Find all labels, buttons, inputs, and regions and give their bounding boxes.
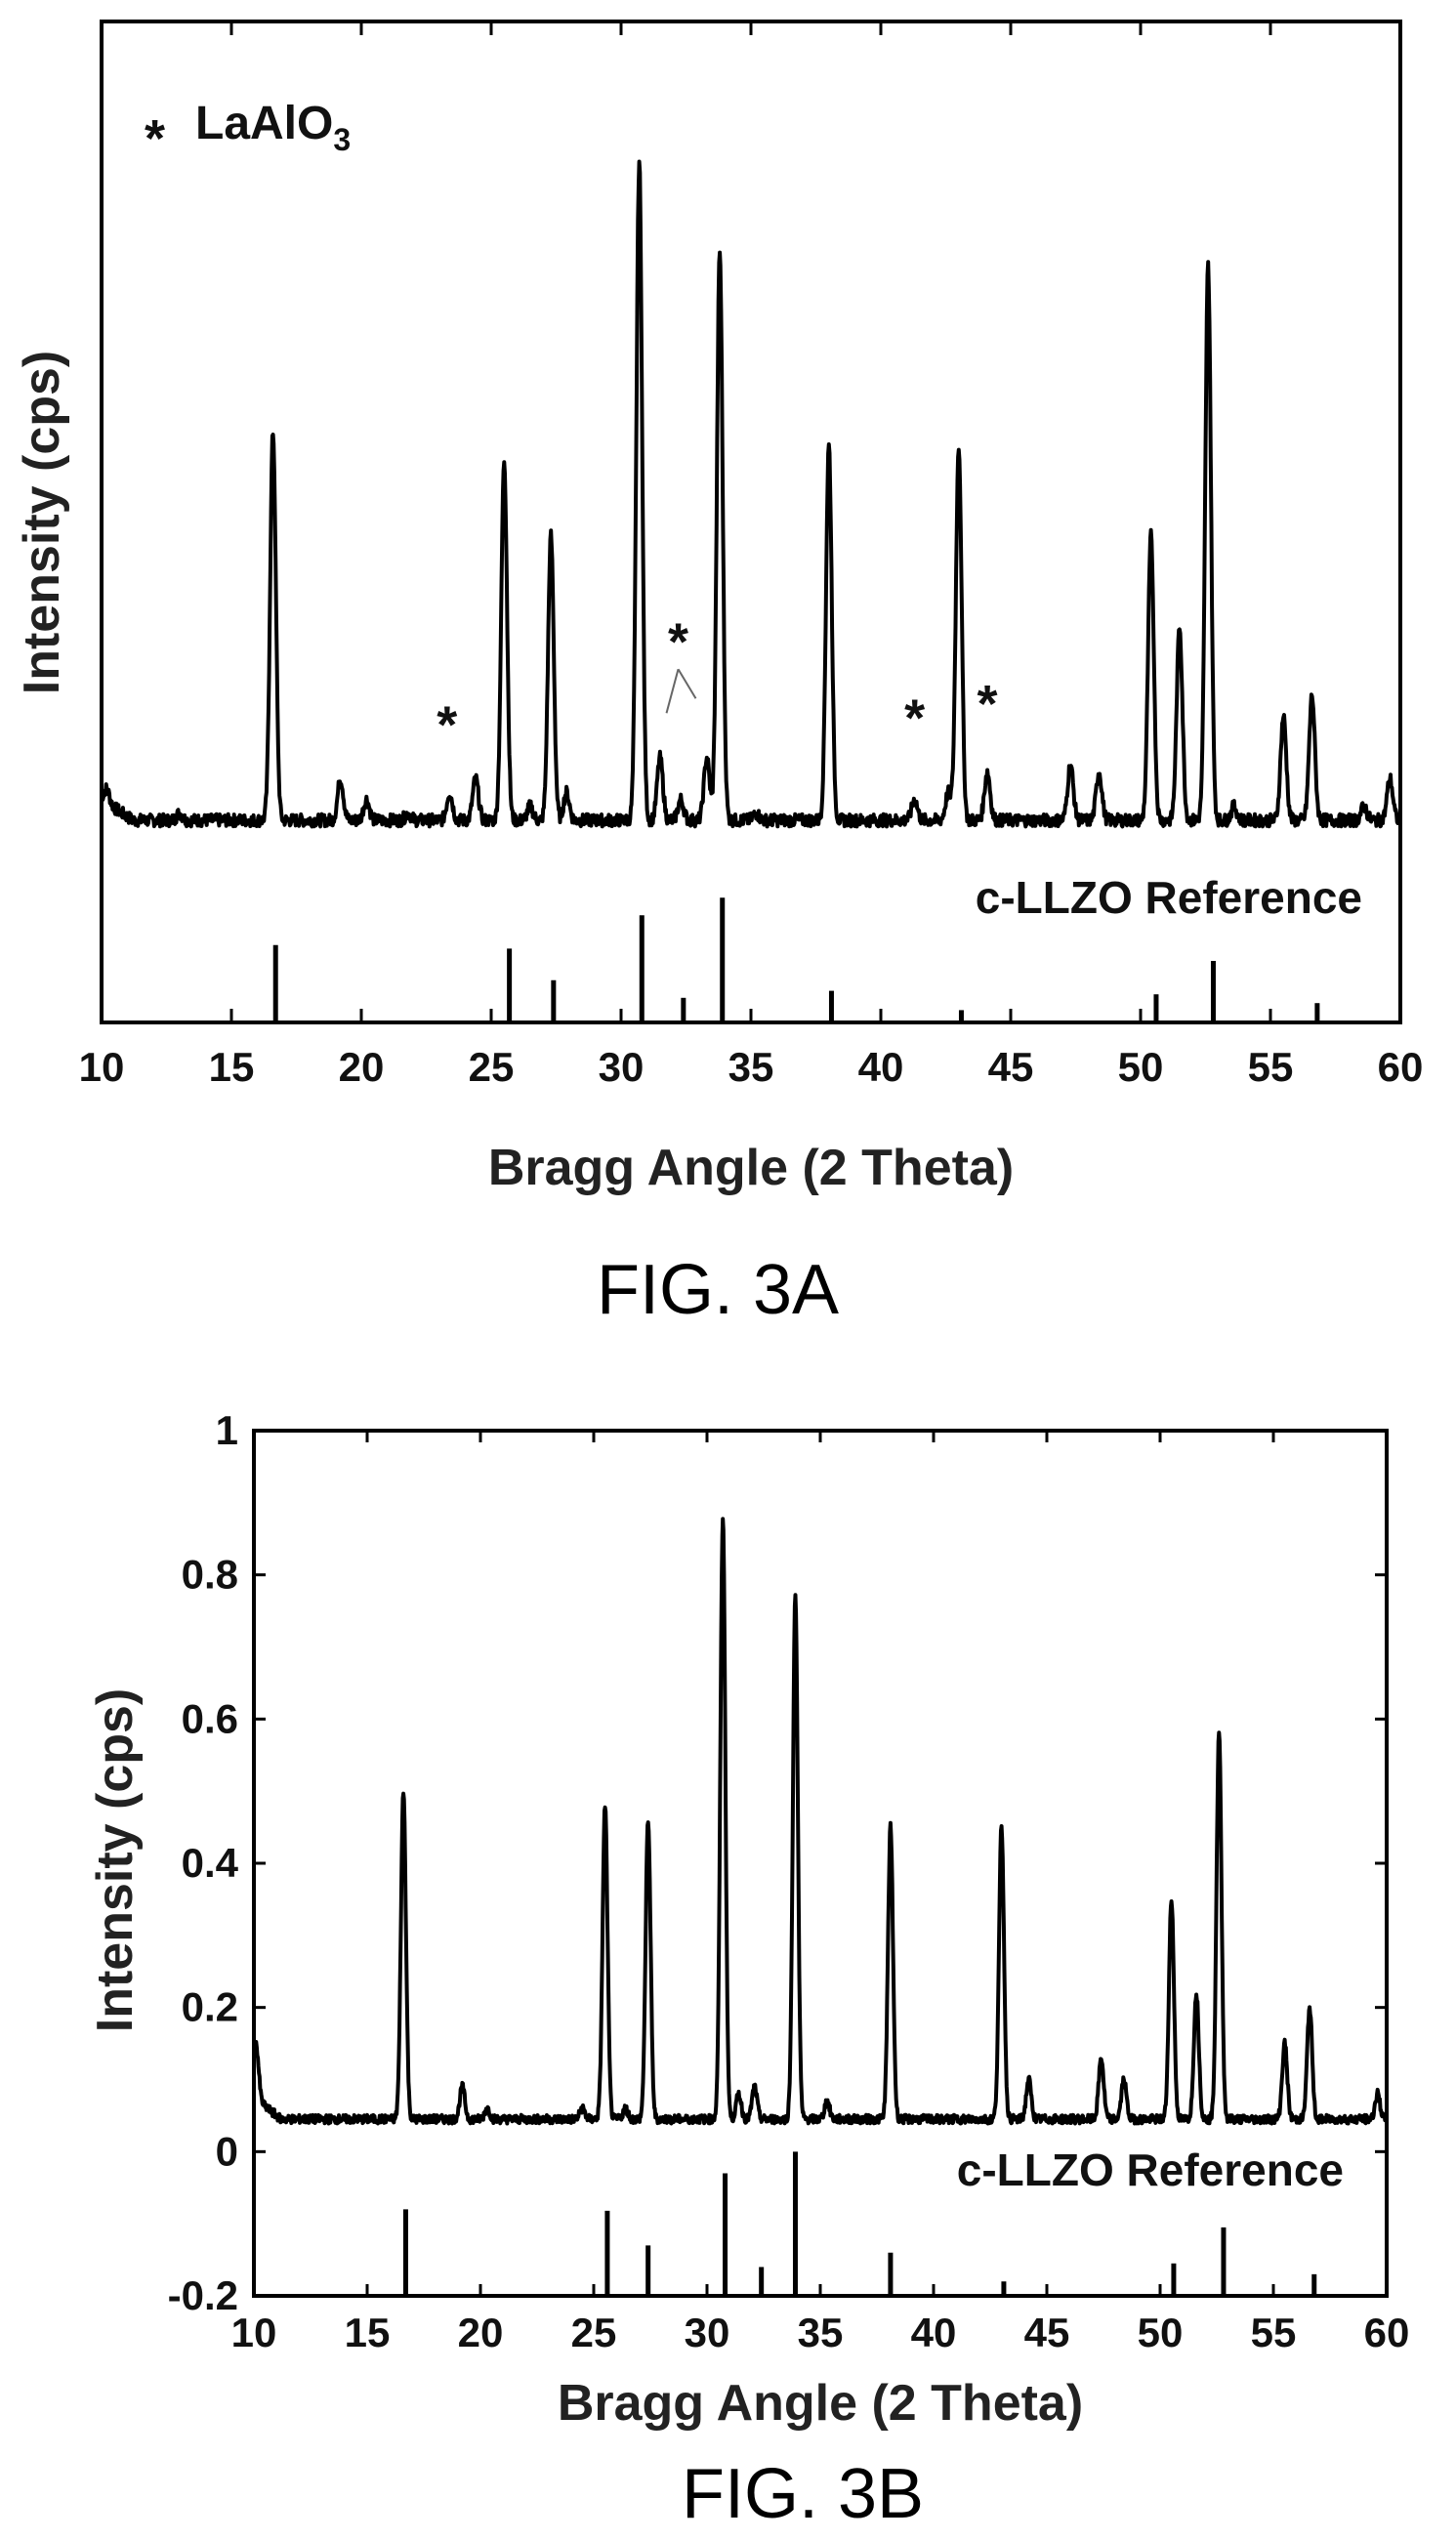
x-tick-label-3b: 35 — [798, 2310, 844, 2355]
x-tick-label-3b: 60 — [1364, 2310, 1410, 2355]
laalo3-marker-3a: * — [437, 696, 457, 755]
marker-arrow-3a — [665, 669, 680, 714]
y-axis-label-3a: Intensity (cps) — [14, 351, 70, 695]
legend-label-text-3a: LaAlO — [195, 98, 333, 149]
x-axis-ticks-3a: 10 15 20 25 30 35 40 45 50 55 60 — [79, 21, 1424, 1090]
x-tick-label-3b: 30 — [685, 2310, 730, 2355]
marker-arrow-3a — [677, 668, 697, 699]
x-tick-label-3b: 55 — [1251, 2310, 1297, 2355]
x-tick-label-3b: 15 — [345, 2310, 391, 2355]
x-tick-label-3a: 35 — [728, 1044, 774, 1090]
y-tick-label-3b: 0.8 — [182, 1552, 238, 1598]
laalo3-marker-3a: * — [978, 675, 998, 733]
x-tick-label-3a: 55 — [1248, 1044, 1294, 1090]
x-tick-label-3a: 30 — [599, 1044, 645, 1090]
figure-3a: 10 15 20 25 30 35 40 45 50 55 60 * * * * * LaAlO3 c-L… — [14, 20, 1424, 1329]
x-tick-label-3a: 45 — [988, 1044, 1034, 1090]
x-tick-label-3a: 20 — [339, 1044, 385, 1090]
reference-label-3a: c-LLZO Reference — [976, 872, 1362, 923]
x-tick-label-3b: 45 — [1024, 2310, 1070, 2355]
x-tick-label-3b: 10 — [231, 2310, 277, 2355]
figure-caption-3a: FIG. 3A — [597, 1251, 839, 1329]
x-axis-label-3b: Bragg Angle (2 Theta) — [558, 2375, 1083, 2432]
x-tick-label-3b: 40 — [911, 2310, 957, 2355]
legend-label-3a: LaAlO3 — [195, 98, 351, 157]
laalo3-marker-3a: * — [904, 688, 925, 747]
x-axis-ticks-3b: 10 15 20 25 30 35 40 45 50 55 60 — [231, 1431, 1410, 2355]
x-tick-label-3b: 25 — [571, 2310, 617, 2355]
x-tick-label-3a: 25 — [469, 1044, 515, 1090]
y-tick-label-3b: 0.6 — [182, 1695, 238, 1741]
laalo3-marker-3a: * — [668, 612, 688, 671]
reference-lines-3a — [272, 897, 1320, 1022]
y-tick-label-3b: -0.2 — [168, 2272, 238, 2318]
xrd-trace-3a — [100, 159, 1402, 829]
y-tick-label-3b: 0.2 — [182, 1984, 238, 2030]
x-tick-label-3b: 20 — [458, 2310, 504, 2355]
y-axis-ticks-3b: -0.2 0 0.2 0.4 0.6 0.8 1 — [168, 1407, 1387, 2318]
figure-caption-3b: FIG. 3B — [682, 2455, 924, 2533]
x-tick-label-3a: 15 — [209, 1044, 255, 1090]
x-tick-label-3a: 60 — [1378, 1044, 1424, 1090]
legend-label-subscript-3a: 3 — [333, 122, 351, 157]
xrd-trace-3b — [252, 1517, 1389, 2126]
figure-3b: 10 15 20 25 30 35 40 45 50 55 60 -0.2 0 0.2 0.4 0.6 0.8… — [87, 1407, 1409, 2533]
reference-lines-3b — [402, 2151, 1317, 2296]
y-axis-label-3b: Intensity (cps) — [87, 1688, 144, 2033]
y-tick-label-3b: 0 — [216, 2128, 238, 2174]
y-tick-label-3b: 0.4 — [182, 1840, 239, 1886]
laalo3-markers-3a: * * * * — [437, 612, 997, 754]
reference-label-3b: c-LLZO Reference — [957, 2144, 1344, 2195]
x-tick-label-3a: 50 — [1118, 1044, 1164, 1090]
x-tick-label-3b: 50 — [1138, 2310, 1184, 2355]
x-tick-label-3a: 40 — [858, 1044, 904, 1090]
x-axis-label-3a: Bragg Angle (2 Theta) — [488, 1140, 1014, 1196]
x-tick-label-3a: 10 — [79, 1044, 125, 1090]
y-tick-label-3b: 1 — [216, 1407, 238, 1453]
legend-marker-3a: * — [145, 109, 165, 168]
